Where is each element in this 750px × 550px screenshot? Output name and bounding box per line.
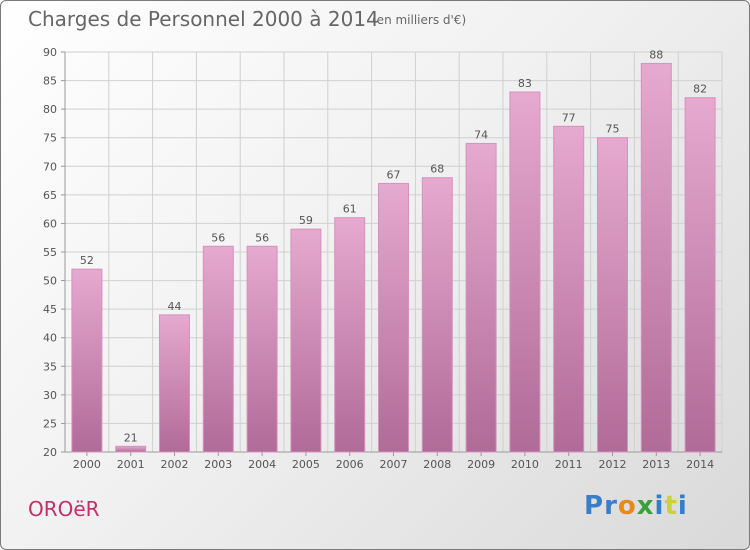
bar-2005: [290, 228, 322, 453]
bar-2003: [202, 245, 234, 453]
bar-2008: [421, 177, 453, 453]
y-tick-label: 85: [43, 75, 57, 88]
grid-lines: [64, 51, 723, 453]
y-tick-label: 35: [43, 360, 57, 373]
logo-letter: i: [677, 491, 688, 521]
logo-letter: i: [654, 491, 665, 521]
bar-2010: [509, 91, 541, 453]
y-tick-label: 45: [43, 303, 57, 316]
bar-2002: [159, 314, 190, 453]
value-label: 61: [343, 203, 357, 216]
y-tick-label: 25: [43, 417, 57, 430]
value-label: 68: [430, 163, 444, 176]
chart-subtitle: (en milliers d'€): [372, 13, 467, 27]
value-label: 56: [255, 231, 269, 244]
bar-2013: [640, 62, 672, 453]
value-label: 67: [387, 168, 401, 181]
value-label: 44: [168, 300, 182, 313]
y-tick-label: 40: [43, 332, 57, 345]
x-tick-label: 2002: [161, 458, 189, 471]
logo-letter: P: [584, 491, 605, 521]
value-label: 74: [474, 128, 488, 141]
y-tick-label: 20: [43, 446, 57, 459]
x-tick-label: 2011: [555, 458, 583, 471]
value-label: 56: [211, 231, 225, 244]
value-label: 83: [518, 77, 532, 90]
bar-2009: [465, 142, 497, 453]
value-label: 82: [693, 83, 707, 96]
x-tick-label: 2004: [248, 458, 276, 471]
x-tick-label: 2007: [380, 458, 408, 471]
x-tick-labels: 2000 2001 2002 2003 2004 2005 2006 2007 2008 2009…: [73, 458, 714, 471]
y-tick-label: 50: [43, 275, 57, 288]
y-tick-label: 55: [43, 246, 57, 259]
logo-letter: t: [664, 491, 678, 521]
x-tick-label: 2014: [686, 458, 714, 471]
y-tick-label: 75: [43, 132, 57, 145]
bars: [71, 62, 716, 453]
x-tick-label: 2013: [642, 458, 670, 471]
y-tick-label: 80: [43, 103, 57, 116]
y-tick-label: 90: [43, 46, 57, 59]
y-tick-labels: 20 25 30 35 40 45 50 55 60 65 70 75 80 85 90: [43, 46, 57, 459]
logo-letter: x: [636, 491, 655, 521]
logo-letter: r: [604, 491, 618, 521]
value-labels: 52 21 44 56 56 59 61 67 68 74 83 77 75 88 82: [80, 48, 707, 444]
bar-2011: [553, 125, 585, 453]
y-tick-label: 60: [43, 217, 57, 230]
y-tick-label: 65: [43, 189, 57, 202]
bar-2000: [71, 268, 103, 453]
proxiti-logo: Proxiti: [584, 491, 688, 521]
x-tick-label: 2006: [336, 458, 364, 471]
bar-2004: [246, 245, 278, 453]
bar-2012: [597, 137, 628, 453]
logo-letter: o: [617, 491, 637, 521]
chart-title: Charges de Personnel 2000 à 2014: [28, 7, 379, 31]
x-tick-label: 2001: [117, 458, 145, 471]
bar-2007: [378, 182, 409, 453]
x-tick-label: 2010: [511, 458, 539, 471]
x-tick-label: 2005: [292, 458, 320, 471]
y-tick-label: 70: [43, 160, 57, 173]
x-tick-label: 2000: [73, 458, 101, 471]
value-label: 59: [299, 214, 313, 227]
x-tick-label: 2009: [467, 458, 495, 471]
y-tick-label: 30: [43, 389, 57, 402]
bar-2006: [334, 217, 366, 453]
value-label: 77: [562, 111, 576, 124]
value-label: 52: [80, 254, 94, 267]
x-tick-label: 2008: [423, 458, 451, 471]
x-tick-label: 2012: [599, 458, 627, 471]
bar-2014: [684, 97, 716, 453]
value-label: 88: [649, 48, 663, 61]
value-label: 75: [606, 123, 620, 136]
town-name: OROëR: [28, 497, 100, 521]
value-label: 21: [124, 431, 138, 444]
x-tick-label: 2003: [204, 458, 232, 471]
bar-2001: [115, 445, 147, 453]
